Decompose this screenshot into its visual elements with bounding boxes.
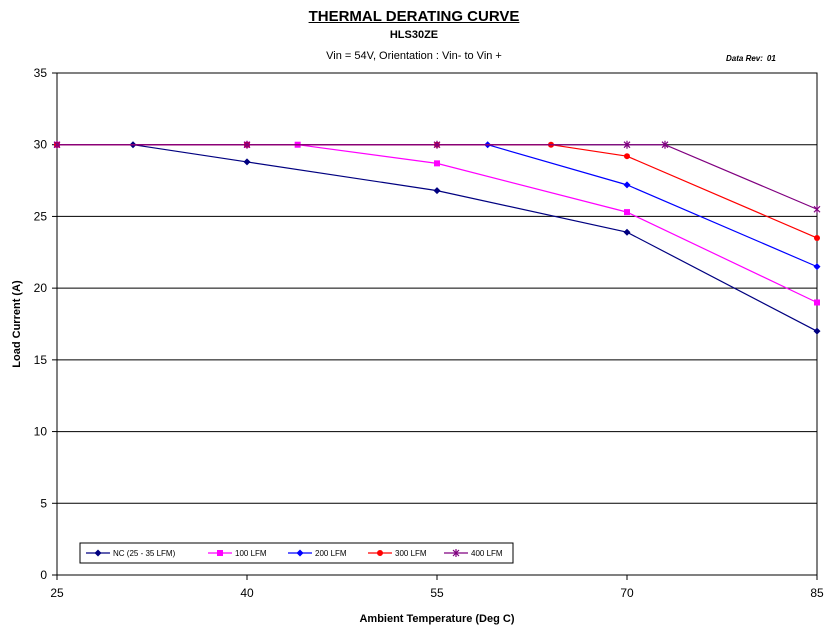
data-point xyxy=(433,140,441,149)
x-tick-label: 55 xyxy=(430,586,444,600)
y-tick-label: 25 xyxy=(34,209,48,223)
y-tick-label: 0 xyxy=(40,568,47,582)
y-axis-label: Load Current (A) xyxy=(11,280,23,368)
data-point xyxy=(623,181,631,189)
legend-item: 200 LFM xyxy=(288,549,347,558)
legend-marker xyxy=(377,550,383,556)
y-axis-ticks: 0 5 10 15 20 25 30 35 xyxy=(34,66,57,582)
data-point xyxy=(243,140,251,149)
legend-label: NC (25 - 35 LFM) xyxy=(113,549,176,558)
data-rev-value: 01 xyxy=(766,54,776,63)
series-1 xyxy=(53,141,821,335)
legend-label: 100 LFM xyxy=(235,549,267,558)
y-tick-label: 20 xyxy=(34,281,48,295)
series-5 xyxy=(53,140,821,214)
y-tick-label: 5 xyxy=(40,496,47,510)
legend-label: 400 LFM xyxy=(471,549,503,558)
legend-marker xyxy=(296,549,304,557)
y-tick-label: 10 xyxy=(34,425,48,439)
legend-item: NC (25 - 35 LFM) xyxy=(86,549,176,558)
x-tick-label: 70 xyxy=(620,586,634,600)
legend: NC (25 - 35 LFM) 100 LFM 200 LFM 300 LFM 400… xyxy=(79,542,514,564)
data-point xyxy=(623,140,631,149)
data-point xyxy=(814,234,820,241)
gridlines xyxy=(57,144,817,504)
legend-label: 200 LFM xyxy=(315,549,347,558)
data-point xyxy=(53,140,61,149)
data-point xyxy=(623,228,631,236)
legend-marker xyxy=(217,550,223,556)
data-point xyxy=(434,160,440,167)
y-tick-label: 35 xyxy=(34,66,48,80)
legend-item: 100 LFM xyxy=(208,549,267,558)
data-point xyxy=(624,153,630,160)
x-tick-label: 85 xyxy=(810,586,824,600)
data-point xyxy=(433,187,441,195)
legend-item: 300 LFM xyxy=(368,549,427,558)
data-point xyxy=(813,205,821,214)
legend-marker xyxy=(94,549,102,557)
series-line xyxy=(57,144,818,332)
data-revision: Data Rev: 01 xyxy=(726,54,776,63)
data-point xyxy=(624,209,630,216)
x-axis-label: Ambient Temperature (Deg C) xyxy=(359,613,514,625)
legend-item: 400 LFM xyxy=(444,549,503,558)
legend-marker xyxy=(452,549,460,557)
series-line xyxy=(57,144,818,210)
data-point xyxy=(813,263,821,271)
y-tick-label: 15 xyxy=(34,353,48,367)
chart-subtitle: HLS30ZE xyxy=(389,29,439,41)
data-point xyxy=(814,299,820,306)
test-conditions: Vin = 54V, Orientation : Vin- to Vin + xyxy=(326,50,502,62)
legend-label: 300 LFM xyxy=(395,549,427,558)
data-rev-label: Data Rev: xyxy=(726,54,763,63)
data-point xyxy=(813,327,821,335)
series-2 xyxy=(54,141,820,306)
series-lines xyxy=(53,140,821,335)
y-tick-label: 30 xyxy=(34,138,48,152)
chart-title: THERMAL DERATING CURVE xyxy=(308,8,520,25)
data-point xyxy=(243,158,251,166)
x-tick-label: 25 xyxy=(50,586,64,600)
series-line xyxy=(57,144,818,304)
x-axis-ticks: 25 40 55 70 85 xyxy=(50,575,824,600)
x-tick-label: 40 xyxy=(240,586,254,600)
data-point xyxy=(661,140,669,149)
